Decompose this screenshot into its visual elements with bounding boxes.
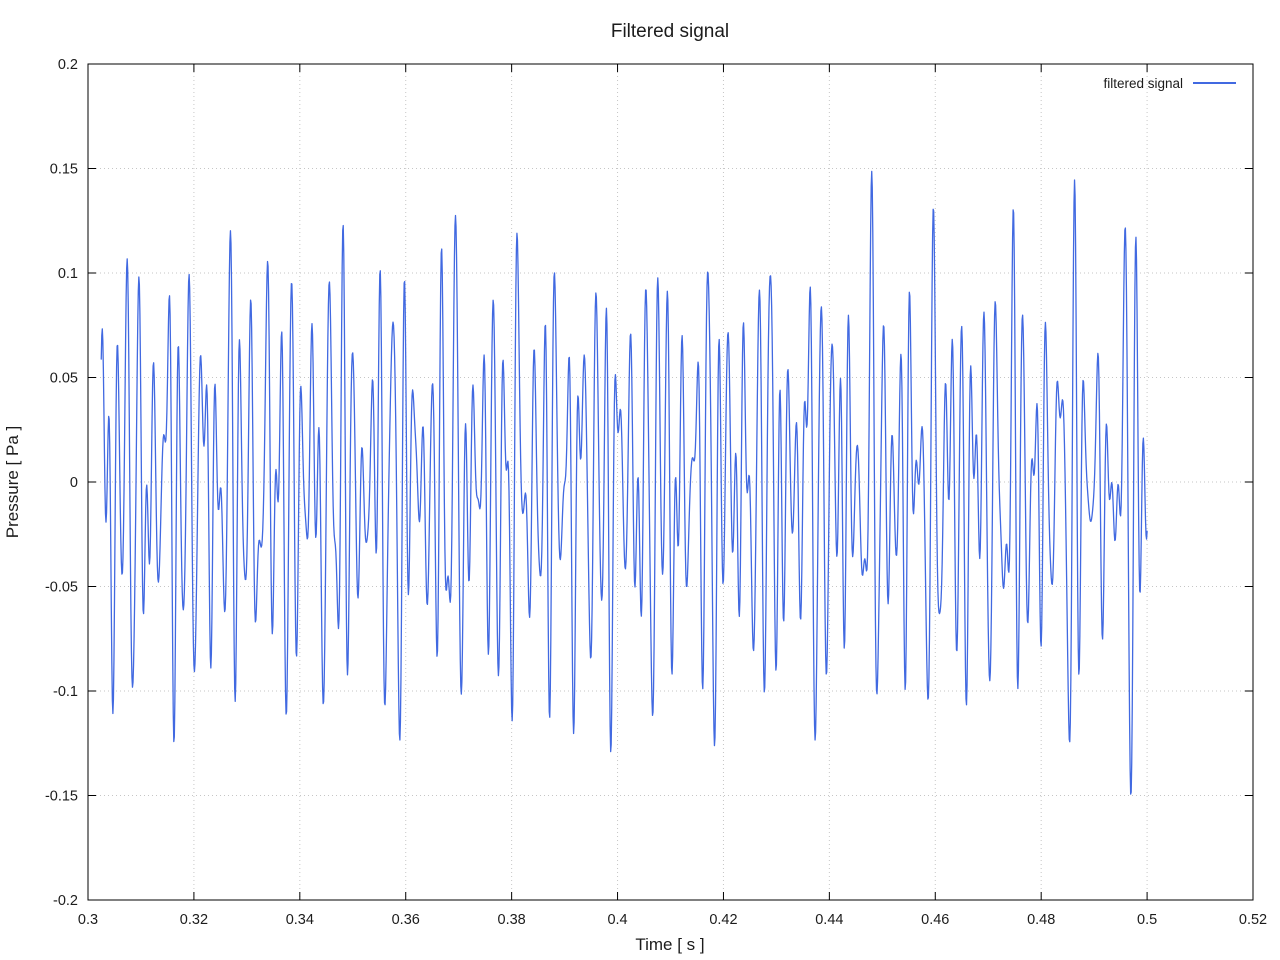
x-tick-label: 0.3 (78, 912, 98, 928)
y-tick-label: 0.05 (50, 371, 78, 387)
tick-labels: 0.3 0.32 0.34 0.36 0.38 0.4 0.42 0.44 0.46 0.48 0.… (45, 57, 1267, 928)
chart-title: Filtered signal (611, 21, 729, 42)
x-tick-label: 0.52 (1239, 912, 1267, 928)
x-tick-label: 0.36 (392, 912, 420, 928)
x-tick-label: 0.48 (1027, 912, 1055, 928)
grid-lines (87, 63, 1254, 901)
plot-border (87, 63, 1254, 901)
x-tick-label: 0.46 (921, 912, 949, 928)
y-tick-label: 0.1 (58, 266, 78, 282)
legend: filtered signal (1103, 76, 1236, 91)
x-tick-label: 0.5 (1137, 912, 1157, 928)
filtered-signal-line (100, 170, 1148, 795)
signal-series (100, 170, 1148, 795)
legend-label: filtered signal (1103, 76, 1183, 91)
x-axis-label: Time [ s ] (635, 935, 704, 954)
x-tick-label: 0.34 (286, 912, 314, 928)
x-tick-label: 0.32 (180, 912, 208, 928)
x-tick-label: 0.4 (607, 912, 627, 928)
y-tick-label: 0.2 (58, 57, 78, 73)
x-tick-label: 0.38 (498, 912, 526, 928)
x-tick-label: 0.42 (709, 912, 737, 928)
y-tick-label: 0 (70, 475, 78, 491)
tick-marks (87, 63, 1254, 901)
y-tick-label: -0.2 (53, 893, 78, 909)
y-tick-label: -0.15 (45, 789, 78, 805)
y-axis-label: Pressure [ Pa ] (3, 426, 22, 538)
x-tick-label: 0.44 (815, 912, 843, 928)
y-tick-label: -0.1 (53, 684, 78, 700)
y-tick-label: -0.05 (45, 580, 78, 596)
y-tick-label: 0.15 (50, 162, 78, 178)
